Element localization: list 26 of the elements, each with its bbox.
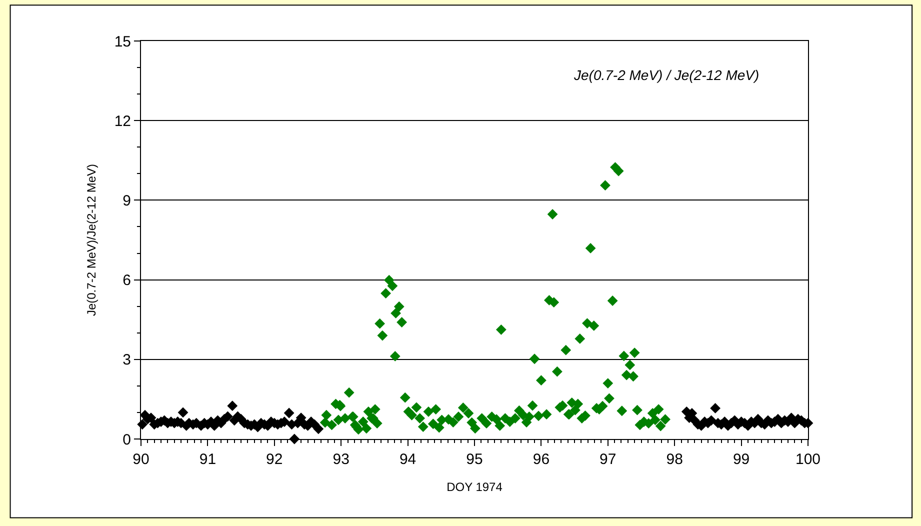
x-tick-label: 90 [132,451,150,468]
point [313,424,324,434]
x-tick-label: 91 [199,451,216,468]
x-tick-label: 98 [666,451,683,468]
y-axis-title: Je(0.7-2 MeV)/Je(2-12 MeV) [84,164,99,316]
x-tick-label: 97 [600,451,616,468]
y-tick-label: 15 [114,33,131,50]
y-tick-label: 3 [122,352,131,369]
x-tick-label: 93 [332,451,350,468]
y-tick-label: 0 [122,431,131,448]
point [710,403,720,414]
point [178,407,188,418]
x-axis-title: DOY 1974 [446,480,503,494]
x-tick-label: 95 [466,451,483,468]
y-tick-label: 9 [122,192,131,210]
point [227,400,238,412]
x-tick-label: 92 [266,451,283,468]
point [296,412,306,423]
point [284,408,294,418]
annotation: Je(0.7-2 MeV) / Je(2-12 MeV) [573,67,760,83]
x-tick-label: 94 [399,451,416,468]
x-tick-label: 100 [795,451,821,468]
y-tick-label: 12 [114,112,131,130]
x-tick-label: 96 [532,451,550,468]
y-tick-label: 6 [122,272,131,290]
x-tick-label: 99 [732,451,750,468]
